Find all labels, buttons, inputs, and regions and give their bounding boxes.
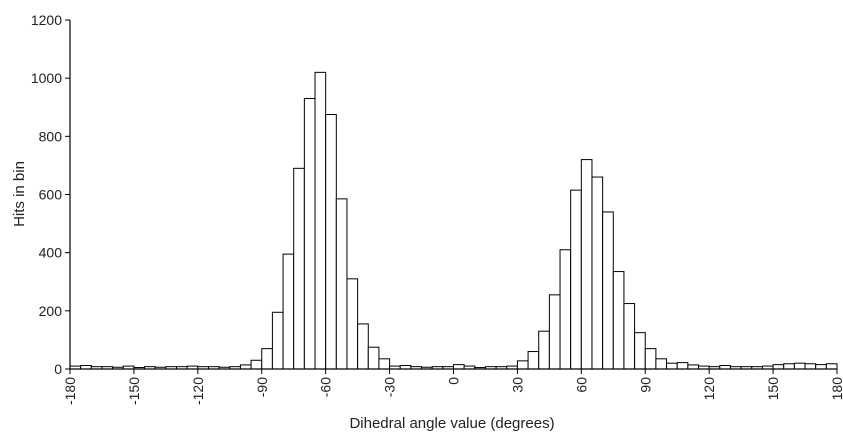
histogram-bar <box>346 278 359 370</box>
histogram-bar <box>623 303 636 370</box>
histogram-bar <box>548 294 561 370</box>
histogram-bar <box>687 364 700 370</box>
histogram-bar <box>591 176 604 370</box>
histogram-bar <box>516 360 529 370</box>
histogram-bar <box>793 362 806 370</box>
y-tick-label: 200 <box>39 303 63 319</box>
histogram-bar <box>580 159 593 370</box>
y-tick-label: 1000 <box>31 70 62 86</box>
histogram-bar <box>655 358 668 370</box>
histogram-bar <box>612 271 625 370</box>
histogram-bar <box>527 351 540 370</box>
histogram-bar <box>815 364 827 370</box>
x-tick-label: -60 <box>318 377 334 397</box>
y-tick-label: 800 <box>39 128 63 144</box>
histogram-bar <box>261 348 273 370</box>
histogram-bar <box>666 362 678 370</box>
x-tick-label: 30 <box>509 377 525 393</box>
histogram-bar <box>570 189 582 370</box>
histogram-bar <box>783 363 795 370</box>
histogram-bar <box>335 198 348 370</box>
x-tick-label: 150 <box>765 377 781 401</box>
x-tick-label: -180 <box>62 377 78 405</box>
x-tick-label: 60 <box>573 377 589 393</box>
y-tick-label: 1200 <box>31 12 62 28</box>
histogram-bar <box>303 98 316 370</box>
x-tick-label: -90 <box>254 377 270 397</box>
x-tick-label: 90 <box>637 377 653 393</box>
y-axis: 0 200 400 600 800 1000 1200 <box>31 12 71 377</box>
histogram-bar <box>676 362 689 370</box>
histogram-bar <box>772 364 785 370</box>
x-tick-label: -150 <box>126 377 142 405</box>
histogram-bar <box>378 358 391 370</box>
histogram-bar <box>250 359 263 370</box>
bars-group <box>69 71 838 370</box>
histogram-bar <box>602 211 614 370</box>
x-tick-label: 180 <box>829 377 843 401</box>
y-tick-label: 0 <box>54 361 62 377</box>
histogram-bar <box>644 348 657 370</box>
histogram-bar <box>559 249 572 370</box>
x-tick-label: -120 <box>190 377 206 405</box>
histogram-bar <box>825 363 838 370</box>
x-axis-title: Dihedral angle value (degrees) <box>349 415 554 432</box>
histogram-bar <box>239 364 252 370</box>
histogram-bar <box>293 167 305 370</box>
x-axis: -180 -150 -120 -90 -60 -30 0 30 60 90 120 150 180 <box>62 368 843 405</box>
y-tick-label: 400 <box>39 245 63 261</box>
histogram-bar <box>357 323 369 370</box>
histogram-bar <box>538 330 550 370</box>
histogram-bar <box>367 346 380 370</box>
x-tick-label: 120 <box>701 377 717 401</box>
histogram-bar <box>314 71 327 370</box>
x-tick-label: 0 <box>446 377 462 385</box>
histogram-bar <box>453 364 465 370</box>
y-axis-title: Hits in bin <box>11 161 28 227</box>
histogram-bar <box>282 253 295 370</box>
histogram-bar <box>634 332 646 370</box>
histogram-bar <box>325 114 337 370</box>
histogram-bar <box>804 363 817 370</box>
histogram-bar <box>271 311 284 370</box>
x-tick-label: -30 <box>382 377 398 397</box>
y-tick-label: 600 <box>39 187 63 203</box>
